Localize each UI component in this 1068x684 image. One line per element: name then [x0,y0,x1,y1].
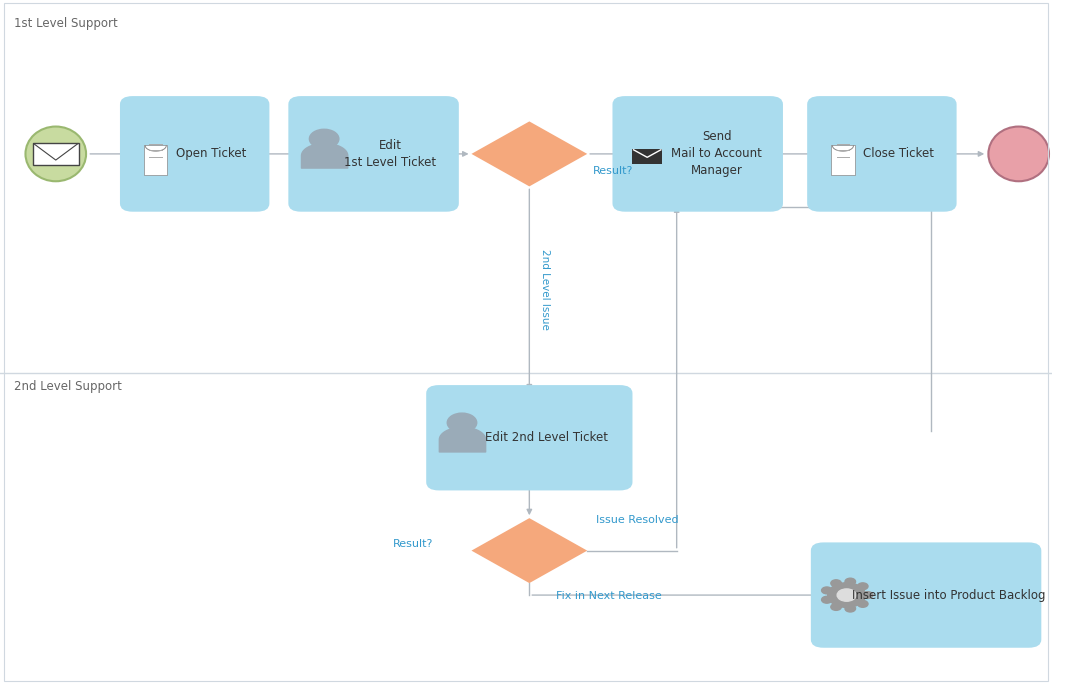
Circle shape [310,129,339,148]
Circle shape [831,580,842,587]
FancyBboxPatch shape [33,143,79,165]
FancyBboxPatch shape [807,96,957,212]
FancyBboxPatch shape [120,96,269,212]
FancyBboxPatch shape [831,145,854,175]
Circle shape [821,587,832,594]
FancyBboxPatch shape [144,145,168,175]
Circle shape [821,596,832,603]
FancyBboxPatch shape [632,149,662,164]
Text: Close Ticket: Close Ticket [863,147,934,161]
Circle shape [828,583,865,607]
Text: 2nd Level Issue: 2nd Level Issue [539,250,550,330]
Ellipse shape [26,127,87,181]
Circle shape [845,578,855,585]
Text: Send
Mail to Account
Manager: Send Mail to Account Manager [671,131,763,177]
Circle shape [845,605,855,612]
Ellipse shape [988,127,1049,181]
Circle shape [858,583,868,590]
Text: Edit
1st Level Ticket: Edit 1st Level Ticket [344,139,437,169]
Text: Issue Resolved: Issue Resolved [596,514,678,525]
Text: Result?: Result? [593,166,633,176]
FancyBboxPatch shape [612,96,783,212]
Circle shape [831,603,842,610]
Text: 2nd Level Support: 2nd Level Support [14,380,122,393]
Circle shape [837,589,857,601]
Text: Open Ticket: Open Ticket [176,147,247,161]
Text: Edit 2nd Level Ticket: Edit 2nd Level Ticket [485,431,608,445]
FancyBboxPatch shape [426,385,632,490]
Circle shape [863,592,873,598]
Text: Insert Issue into Product Backlog: Insert Issue into Product Backlog [852,588,1046,602]
FancyBboxPatch shape [288,96,459,212]
Text: Result?: Result? [393,539,433,549]
Circle shape [447,413,476,432]
Text: Fix in Next Release: Fix in Next Release [555,591,661,601]
Circle shape [858,601,868,607]
Polygon shape [471,518,587,583]
Polygon shape [471,122,587,187]
Text: 1st Level Support: 1st Level Support [14,17,117,30]
FancyBboxPatch shape [811,542,1041,648]
